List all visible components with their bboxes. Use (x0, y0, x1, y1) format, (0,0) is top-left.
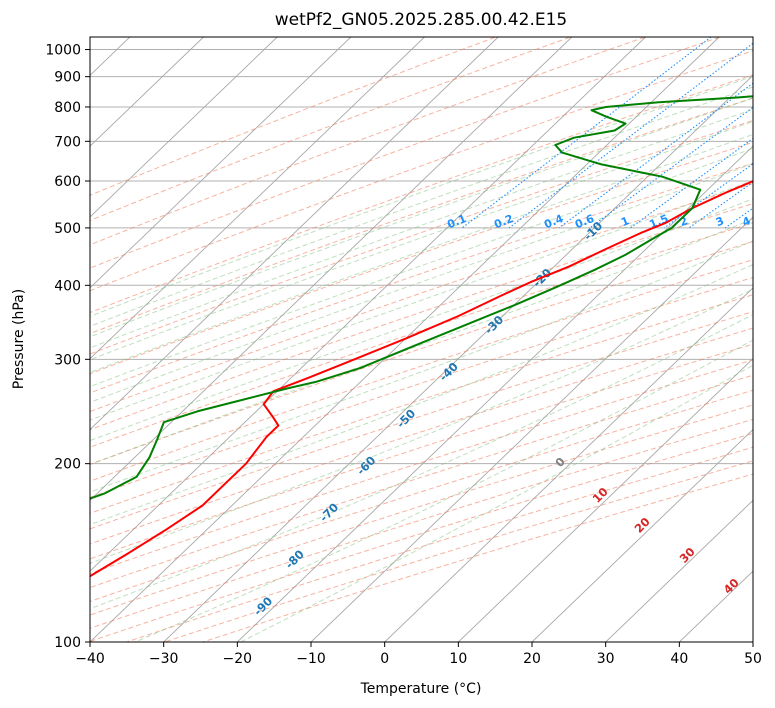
x-tick-label: −10 (296, 651, 326, 667)
mixing-ratio-line (630, 137, 753, 229)
moist-adiabat-line (90, 97, 753, 338)
moist-adiabat-line (240, 364, 753, 642)
dry-adiabat-line (90, 222, 753, 448)
dry-adiabat-line (90, 37, 498, 196)
y-tick-label: 400 (54, 278, 81, 294)
dry-adiabat-line (90, 37, 572, 222)
isotherm-line (90, 37, 204, 147)
x-tick-label: 30 (597, 651, 615, 667)
moist-adiabat-line (90, 240, 753, 493)
y-tick-label: 700 (54, 134, 81, 150)
x-axis-label: Temperature (°C) (360, 681, 482, 697)
isotherm-line (384, 287, 753, 642)
moist-adiabat-line (90, 198, 753, 442)
mixing-ratio-line (558, 82, 753, 229)
x-tick-label: 0 (380, 651, 389, 667)
y-tick-label: 1000 (45, 43, 81, 59)
dry-adiabat-line (90, 37, 722, 269)
isotherm-line (310, 216, 753, 642)
dry-adiabat-line (90, 74, 753, 314)
x-tick-label: −30 (149, 651, 179, 667)
y-axis-label: Pressure (hPa) (11, 289, 27, 389)
temperature-profile-line (90, 180, 753, 578)
y-tick-label: 500 (54, 221, 81, 237)
isotherm-line (90, 37, 278, 218)
isotherm-line (163, 74, 753, 642)
dry-adiabat-line (90, 37, 647, 246)
chart-title: wetPf2_GN05.2025.285.00.42.E15 (275, 10, 567, 30)
plot-frame (89, 36, 754, 643)
isotherm-line (90, 37, 646, 572)
mixing-ratio-line (508, 42, 753, 229)
mixing-ratio-label: 2 (678, 214, 690, 229)
isotherm-line (458, 358, 753, 642)
isotherm-line (605, 499, 753, 642)
moist-adiabat-line (90, 120, 753, 361)
x-tick-label: 50 (744, 651, 762, 667)
moist-adiabat-line (134, 339, 753, 642)
y-tick-label: 600 (54, 174, 81, 190)
isotherm-line (531, 428, 753, 642)
y-tick-label: 800 (54, 100, 81, 116)
x-tick-label: −20 (223, 651, 253, 667)
moist-adiabat-line (90, 288, 753, 564)
dry-adiabat-line (90, 119, 753, 355)
isotherm-line (237, 145, 753, 642)
x-tick-label: 10 (449, 651, 467, 667)
dry-adiabat-line (90, 50, 753, 292)
moist-adiabat-line (90, 133, 753, 373)
isotherm-line (90, 37, 352, 289)
moist-adiabat-line (90, 147, 753, 388)
moist-adiabat-line (90, 179, 753, 421)
dry-adiabat-line (90, 162, 753, 394)
mixing-ratio-line (688, 181, 753, 229)
moist-adiabat-line (90, 163, 753, 403)
mixing-ratio-label: 1 (619, 214, 631, 229)
isotherm-line (90, 37, 573, 501)
moist-adiabat-line (90, 75, 753, 317)
dewpoint-profile-line (90, 95, 753, 500)
dry-adiabat-line (90, 203, 753, 431)
y-tick-label: 300 (54, 352, 81, 368)
y-tick-label: 100 (54, 635, 81, 651)
isotherm-line (90, 37, 425, 360)
mixing-ratio-label: 3 (714, 214, 726, 229)
isotherm-line (90, 37, 499, 431)
y-tick-label: 900 (54, 70, 81, 86)
x-tick-label: 40 (670, 651, 688, 667)
moist-adiabat-line (90, 108, 753, 349)
x-tick-label: −40 (75, 651, 105, 667)
x-tick-label: 20 (523, 651, 541, 667)
moist-adiabat-line (90, 263, 753, 526)
y-tick-label: 200 (54, 457, 81, 473)
